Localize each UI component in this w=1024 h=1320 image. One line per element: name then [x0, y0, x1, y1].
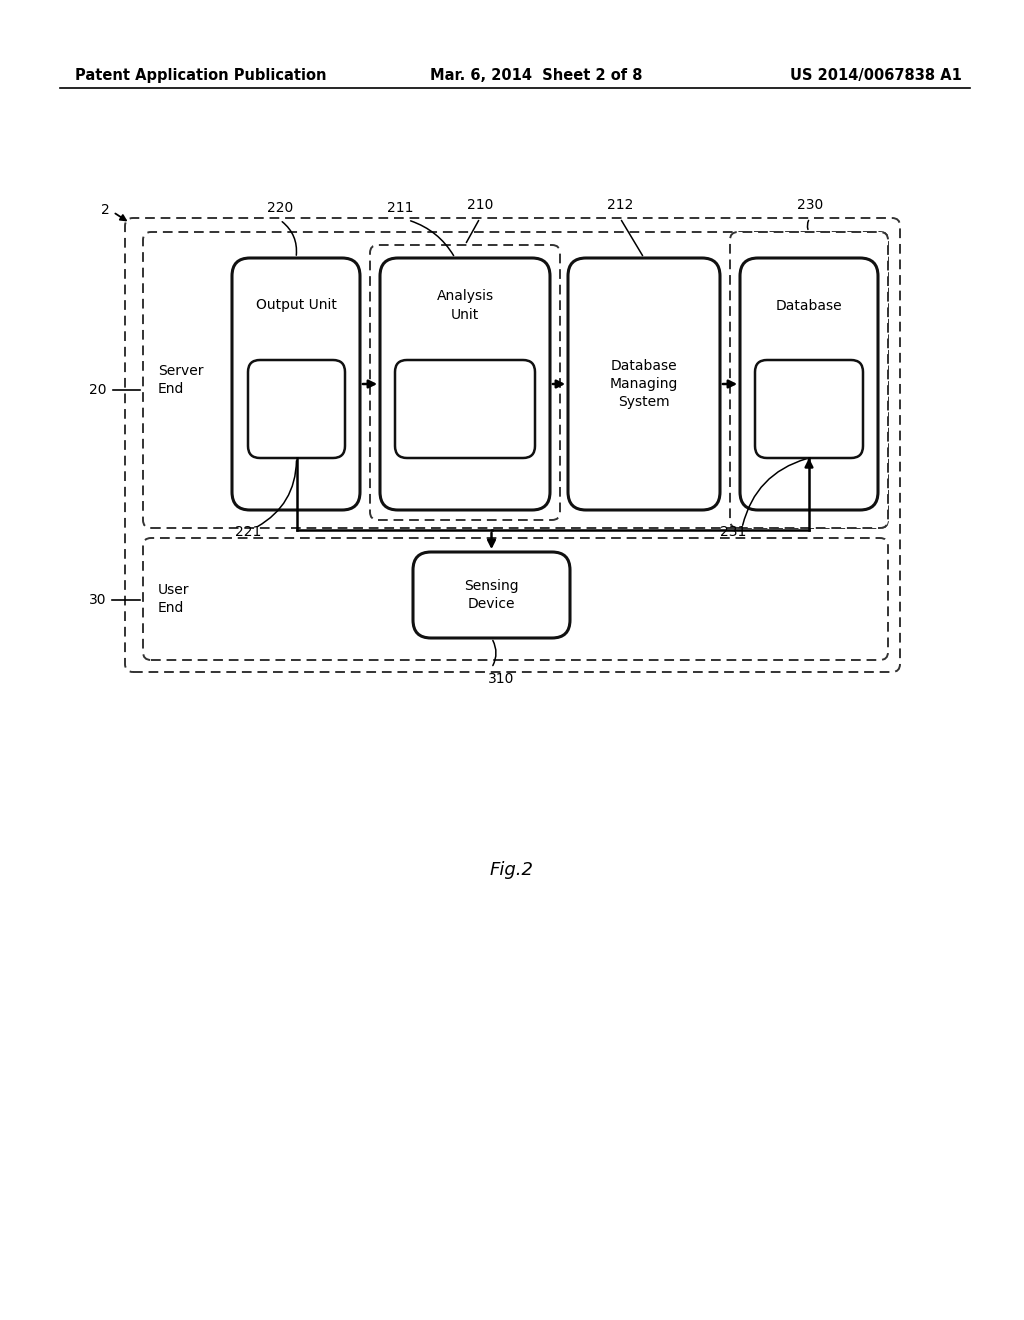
Text: 2: 2: [101, 203, 110, 216]
FancyBboxPatch shape: [143, 539, 888, 660]
Text: Sensing
Device: Sensing Device: [464, 578, 519, 611]
Text: Database
Managing
System: Database Managing System: [610, 359, 678, 409]
Text: Analysis
Unit: Analysis Unit: [436, 289, 494, 322]
FancyBboxPatch shape: [755, 360, 863, 458]
FancyBboxPatch shape: [395, 360, 535, 458]
Text: 20: 20: [88, 383, 106, 397]
Text: Patent Application Publication: Patent Application Publication: [75, 69, 327, 83]
Text: 230: 230: [797, 198, 823, 213]
Text: 210: 210: [467, 198, 494, 213]
FancyBboxPatch shape: [568, 257, 720, 510]
FancyBboxPatch shape: [232, 257, 360, 510]
FancyBboxPatch shape: [380, 257, 550, 510]
FancyBboxPatch shape: [370, 246, 560, 520]
FancyBboxPatch shape: [143, 232, 888, 528]
Text: Data: Data: [793, 403, 825, 416]
Text: 211: 211: [387, 201, 414, 215]
Text: 310: 310: [488, 672, 515, 686]
Text: Database: Database: [776, 298, 843, 313]
Text: HHT
Algorithm: HHT Algorithm: [434, 393, 496, 424]
FancyBboxPatch shape: [248, 360, 345, 458]
Text: User
End: User End: [158, 583, 189, 615]
Text: Fig.2: Fig.2: [490, 861, 534, 879]
Text: Mar. 6, 2014  Sheet 2 of 8: Mar. 6, 2014 Sheet 2 of 8: [430, 69, 642, 83]
FancyBboxPatch shape: [730, 232, 888, 528]
Text: 221: 221: [234, 525, 261, 539]
Text: Output
Interface: Output Interface: [268, 393, 325, 424]
Text: 231: 231: [720, 525, 746, 539]
Text: US 2014/0067838 A1: US 2014/0067838 A1: [790, 69, 962, 83]
Text: 212: 212: [607, 198, 633, 213]
Text: Output Unit: Output Unit: [256, 298, 337, 313]
FancyBboxPatch shape: [740, 257, 878, 510]
Text: Server
End: Server End: [158, 364, 204, 396]
FancyBboxPatch shape: [413, 552, 570, 638]
Text: 220: 220: [267, 201, 293, 215]
FancyBboxPatch shape: [125, 218, 900, 672]
Text: 30: 30: [88, 593, 106, 607]
